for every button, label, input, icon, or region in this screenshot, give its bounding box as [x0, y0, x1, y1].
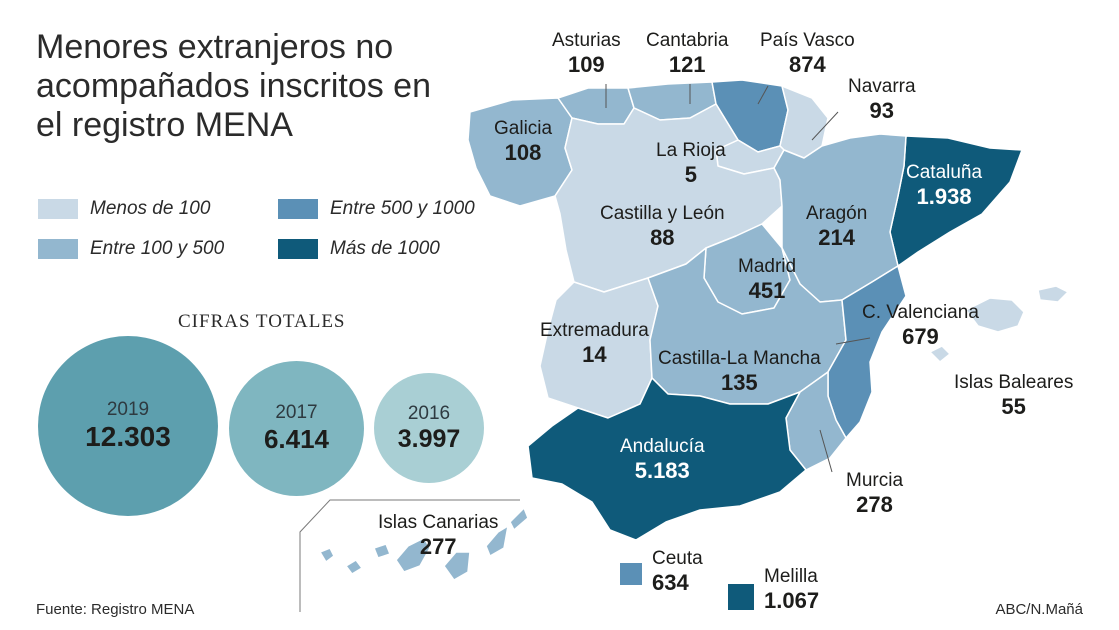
legend-swatch [278, 239, 318, 259]
total-bubble-2017: 2017 6.414 [229, 361, 364, 496]
total-year: 2019 [106, 399, 150, 420]
melilla-marker[interactable] [728, 584, 754, 610]
region-value: 14 [582, 341, 607, 367]
legend-item-menos-100: Menos de 100 [38, 198, 210, 220]
region-value: 278 [856, 491, 893, 517]
label-islas-baleares: Islas Baleares 55 [954, 372, 1073, 419]
canarias-inset-frame [299, 499, 520, 612]
total-value: 12.303 [85, 421, 171, 452]
region-islas-canarias[interactable] [319, 507, 529, 581]
credit-note: ABC/N.Mañá [995, 601, 1083, 618]
island-ibiza[interactable] [929, 345, 951, 363]
totals-heading: CIFRAS TOTALES [178, 311, 346, 332]
label-galicia: Galicia 108 [494, 118, 552, 165]
region-name: La Rioja [656, 140, 726, 161]
label-cataluna: Cataluña 1.938 [906, 162, 982, 209]
island-menorca[interactable] [1037, 285, 1069, 303]
region-name: Castilla-La Mancha [658, 348, 821, 369]
map-title: Menores extranjeros no acompañados inscr… [36, 28, 432, 144]
label-c-valenciana: C. Valenciana 679 [862, 302, 979, 349]
label-melilla: Melilla 1.067 [764, 566, 819, 613]
total-year: 2017 [275, 402, 318, 423]
leader-lines [605, 84, 871, 473]
legend-label: Menos de 100 [90, 198, 211, 219]
label-madrid: Madrid 451 [738, 256, 796, 303]
region-value: 634 [652, 569, 689, 595]
region-islas-baleares[interactable] [965, 297, 1025, 333]
legend-item-500-1000: Entre 500 y 1000 [278, 198, 475, 220]
region-value: 214 [818, 224, 855, 250]
label-asturias: Asturias 109 [552, 30, 621, 77]
region-name: Cataluña [906, 162, 983, 183]
total-bubble-2016: 2016 3.997 [374, 373, 484, 483]
region-value: 108 [504, 139, 542, 165]
region-value: 121 [668, 51, 706, 77]
region-name: C. Valenciana [862, 302, 979, 323]
label-cantabria: Cantabria 121 [646, 30, 728, 77]
region-name: Melilla [764, 566, 818, 587]
total-year: 2016 [407, 402, 451, 424]
region-value: 135 [720, 369, 758, 395]
label-extremadura: Extremadura 14 [540, 320, 649, 367]
total-value: 6.414 [263, 424, 330, 454]
region-c-valenciana[interactable] [827, 265, 907, 439]
region-name: Aragón [806, 203, 868, 224]
region-name: Extremadura [540, 320, 649, 341]
label-ceuta: Ceuta 634 [652, 548, 703, 595]
region-value: 109 [567, 51, 605, 77]
region-name: Asturias [552, 30, 621, 51]
region-value: 5 [684, 161, 697, 187]
region-value: 1.938 [916, 183, 972, 209]
region-name: Madrid [738, 256, 797, 277]
legend-item-100-500: Entre 100 y 500 [38, 238, 224, 260]
region-value: 874 [788, 51, 826, 77]
region-name: Castilla y León [600, 203, 725, 224]
region-name: Navarra [848, 76, 916, 97]
region-name: Andalucía [620, 436, 705, 457]
region-name: Islas Baleares [954, 372, 1074, 393]
label-castilla-leon: Castilla y León 88 [600, 203, 725, 250]
region-value: 679 [902, 323, 939, 349]
region-name: Ceuta [652, 548, 703, 569]
region-name: País Vasco [760, 30, 855, 51]
label-pais-vasco: País Vasco 874 [760, 30, 855, 77]
label-navarra: Navarra 93 [848, 76, 916, 123]
region-value: 5.183 [634, 457, 690, 483]
region-value: 1.067 [764, 587, 820, 613]
region-value: 451 [748, 277, 786, 303]
label-la-rioja: La Rioja 5 [656, 140, 726, 187]
label-islas-canarias: Islas Canarias 277 [378, 512, 498, 559]
total-bubble-2019: 2019 12.303 [38, 336, 218, 516]
label-andalucia: Andalucía 5.183 [620, 436, 705, 483]
legend-label: Más de 1000 [330, 238, 440, 259]
region-value: 88 [650, 224, 675, 250]
region-name: Islas Canarias [378, 512, 499, 533]
legend-label: Entre 500 y 1000 [330, 198, 475, 219]
region-name: Cantabria [646, 30, 729, 51]
legend-label: Entre 100 y 500 [90, 238, 225, 259]
region-value: 93 [869, 97, 895, 123]
label-murcia: Murcia 278 [846, 470, 903, 517]
region-name: Galicia [494, 118, 553, 139]
region-value: 277 [419, 533, 457, 559]
label-castilla-la-mancha: Castilla-La Mancha 135 [658, 348, 821, 395]
legend-swatch [278, 199, 318, 219]
label-aragon: Aragón 214 [806, 203, 867, 250]
region-andalucia[interactable] [527, 377, 807, 541]
source-note: Fuente: Registro MENA [36, 601, 195, 618]
total-value: 3.997 [397, 424, 461, 453]
region-value: 55 [1001, 393, 1026, 419]
legend-item-mas-1000: Más de 1000 [278, 238, 440, 260]
region-name: Murcia [846, 470, 904, 491]
legend-swatch [38, 199, 78, 219]
legend-swatch [38, 239, 78, 259]
ceuta-marker[interactable] [620, 563, 642, 585]
